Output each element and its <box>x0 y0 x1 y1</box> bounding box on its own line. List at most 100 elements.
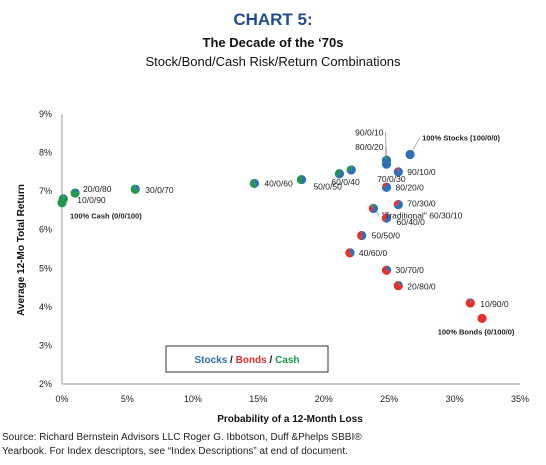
data-point <box>334 169 345 179</box>
data-point <box>70 188 80 198</box>
point-slice <box>254 178 259 188</box>
point-slice <box>345 248 353 258</box>
x-tick-label: 5% <box>121 394 134 404</box>
point-slice <box>63 194 67 199</box>
point-slice <box>135 184 140 191</box>
axes <box>61 114 520 385</box>
point-label: 70/0/30 <box>377 174 406 184</box>
point-label: 90/0/10 <box>355 127 384 137</box>
point-slice <box>75 188 80 194</box>
point-label: 50/0/50 <box>313 182 342 192</box>
x-tick-label: 0% <box>55 394 68 404</box>
y-tick-label: 9% <box>39 109 52 119</box>
data-point <box>393 281 403 291</box>
point-slice <box>361 230 367 241</box>
legend-sep: / <box>267 355 275 366</box>
point-slice <box>383 213 392 223</box>
point-marker <box>477 313 487 324</box>
point-slice <box>249 178 258 189</box>
point-marker <box>405 149 415 160</box>
point-label: 40/60/0 <box>359 248 388 258</box>
point-slice <box>368 204 374 213</box>
point-label: "Traditional" 60/30/10 <box>381 211 462 221</box>
data-point <box>405 149 415 160</box>
chart-title: The Decade of the ‘70s <box>202 35 344 50</box>
legend-text: Stocks / Bonds / Cash <box>194 355 299 366</box>
y-tick-label: 5% <box>39 263 52 273</box>
point-slice <box>381 182 392 192</box>
legend-frame <box>165 345 329 373</box>
point-slice <box>393 200 403 210</box>
x-tick-label: 35% <box>511 394 529 404</box>
point-label: 100% Stocks (100/0/0) <box>422 134 500 143</box>
y-tick-label: 2% <box>39 379 52 389</box>
point-label: 20/0/80 <box>83 184 112 194</box>
data-point <box>381 182 392 192</box>
point-slice <box>130 184 140 194</box>
data-point <box>296 174 307 185</box>
tick-labels: 0% 5% 10% 15% 20% 25% 30% 35% 2% 3% 4% 5% 6% 7% 8% 9% <box>39 109 529 404</box>
x-tick-label: 30% <box>446 394 464 404</box>
point-slice <box>393 281 403 291</box>
chart-subtitle: Stock/Bond/Cash Risk/Return Combinations <box>145 54 401 69</box>
point-label: 80/20/0 <box>396 182 425 192</box>
point-slice <box>357 230 362 241</box>
point-slice <box>470 298 473 303</box>
point-slice <box>349 248 355 257</box>
data-point <box>58 194 68 204</box>
point-slice <box>301 174 307 185</box>
point-label: 100% Bonds (0/100/0) <box>438 327 515 336</box>
data-point <box>130 184 140 194</box>
y-tick-label: 6% <box>39 225 52 235</box>
y-axis-label: Average 12-Mo Total Return <box>16 184 27 316</box>
point-slice <box>370 203 374 209</box>
point-slice <box>381 213 387 222</box>
source-note: Source: Richard Bernstein Advisors LLC R… <box>2 431 542 459</box>
x-tick-label: 15% <box>249 394 267 404</box>
x-axis-label: Probability of a 12-Month Loss <box>217 414 363 425</box>
source-line-2: Yearbook. For Index descriptors, see “In… <box>2 446 348 457</box>
x-tick-label: 10% <box>184 394 202 404</box>
point-slice <box>70 188 80 198</box>
point-slice <box>393 200 399 207</box>
point-slice <box>386 265 392 272</box>
point-label: 80/0/20 <box>355 142 384 152</box>
source-line-1: Source: Richard Bernstein Advisors LLC R… <box>2 432 362 443</box>
legend-stocks: Stocks <box>194 355 227 366</box>
scatter-plot: 0% 5% 10% 15% 20% 25% 30% 35% 2% 3% 4% 5% 6% 7% 8% 9% P… <box>16 109 529 425</box>
legend-sep: / <box>227 355 235 366</box>
point-label: 30/0/70 <box>145 185 174 195</box>
point-label: 90/10/0 <box>407 167 436 177</box>
point-slice <box>346 165 352 172</box>
legend-cash: Cash <box>275 355 299 366</box>
point-slice <box>334 169 340 178</box>
point-slice <box>382 182 387 188</box>
point-slice <box>395 167 399 172</box>
point-slice <box>370 203 379 214</box>
point-slice <box>383 155 387 161</box>
point-label: 60/0/40 <box>331 177 360 187</box>
data-point <box>465 298 475 308</box>
point-slice <box>465 298 475 308</box>
point-slice <box>336 169 345 179</box>
point-slice <box>381 265 391 275</box>
y-tick-label: 4% <box>39 302 52 312</box>
x-tick-label: 25% <box>380 394 398 404</box>
leader-line <box>385 132 387 161</box>
y-tick-label: 3% <box>39 340 52 350</box>
data-point <box>477 313 487 324</box>
point-label: 10/90/0 <box>480 299 509 309</box>
point-label: 50/50/0 <box>372 231 401 241</box>
point-label: 100% Cash (0/0/100) <box>70 212 142 221</box>
x-tick-label: 20% <box>315 394 333 404</box>
point-slice <box>346 165 356 175</box>
legend-box: Stocks / Bonds / Cash <box>165 345 329 373</box>
data-point <box>345 248 355 258</box>
point-label: 70/30/0 <box>407 199 436 209</box>
point-label: 30/70/0 <box>396 265 425 275</box>
point-slice <box>381 155 392 165</box>
legend-bonds: Bonds <box>236 355 268 366</box>
y-tick-label: 7% <box>39 186 52 196</box>
data-point <box>357 230 367 241</box>
